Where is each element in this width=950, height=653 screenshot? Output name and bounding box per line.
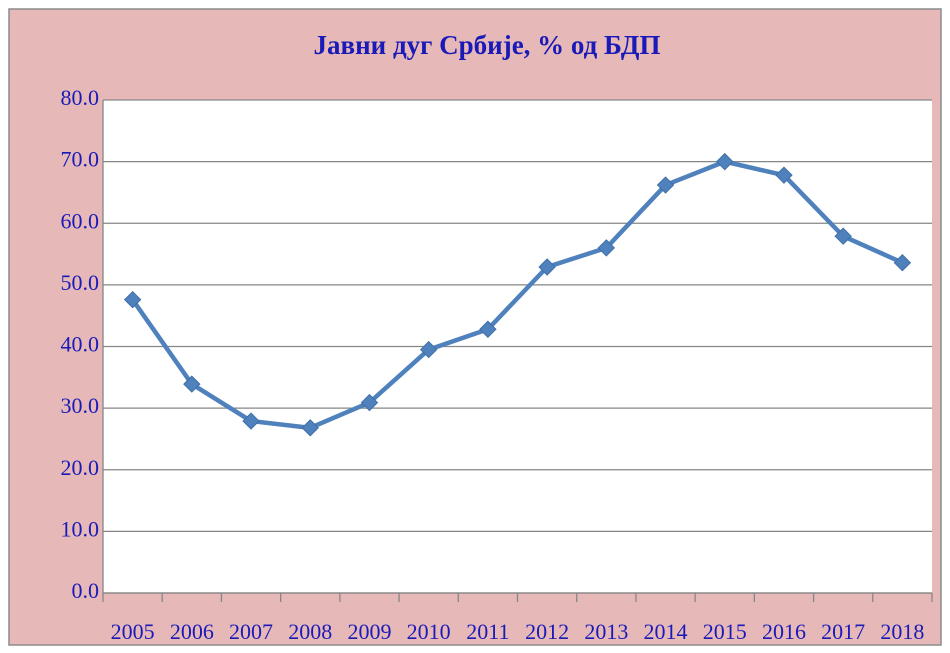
x-tick-label: 2010 bbox=[407, 619, 451, 644]
y-tick-label: 70.0 bbox=[61, 147, 100, 172]
data-marker bbox=[834, 227, 852, 245]
data-marker bbox=[360, 393, 379, 412]
y-tick-label: 10.0 bbox=[61, 516, 100, 541]
y-tick-label: 30.0 bbox=[61, 393, 100, 418]
x-tick-label: 2016 bbox=[762, 619, 806, 644]
x-tick-label: 2017 bbox=[821, 619, 865, 644]
data-marker bbox=[183, 375, 201, 393]
y-tick-label: 0.0 bbox=[72, 578, 100, 603]
data-marker bbox=[597, 239, 616, 257]
y-tick-label: 40.0 bbox=[61, 332, 100, 357]
data-marker bbox=[656, 176, 675, 194]
data-line bbox=[130, 159, 904, 431]
data-marker bbox=[775, 166, 793, 184]
x-tick-label: 2012 bbox=[525, 619, 569, 644]
x-tick-label: 2011 bbox=[466, 619, 509, 644]
data-marker bbox=[301, 419, 319, 437]
data-marker bbox=[479, 320, 497, 338]
data-marker bbox=[419, 340, 438, 359]
x-tick-label: 2009 bbox=[347, 619, 391, 644]
data-marker bbox=[893, 253, 912, 272]
x-tick-label: 2005 bbox=[111, 619, 155, 644]
data-marker bbox=[242, 412, 260, 430]
x-tick-label: 2018 bbox=[880, 619, 924, 644]
y-tick-label: 60.0 bbox=[61, 208, 100, 233]
x-tick-label: 2014 bbox=[644, 619, 688, 644]
chart-title: Јавни дуг Србије, % од БДП bbox=[314, 30, 661, 60]
data-marker bbox=[538, 258, 556, 276]
x-tick-label: 2008 bbox=[288, 619, 332, 644]
y-tick-label: 20.0 bbox=[61, 455, 100, 480]
y-tick-label: 80.0 bbox=[61, 85, 100, 110]
x-tick-label: 2015 bbox=[703, 619, 747, 644]
y-tick-label: 50.0 bbox=[61, 270, 100, 295]
data-marker bbox=[123, 290, 142, 309]
x-tick-label: 2013 bbox=[584, 619, 628, 644]
x-tick-label: 2007 bbox=[229, 619, 273, 644]
x-tick-label: 2006 bbox=[170, 619, 214, 644]
data-marker bbox=[716, 152, 734, 171]
